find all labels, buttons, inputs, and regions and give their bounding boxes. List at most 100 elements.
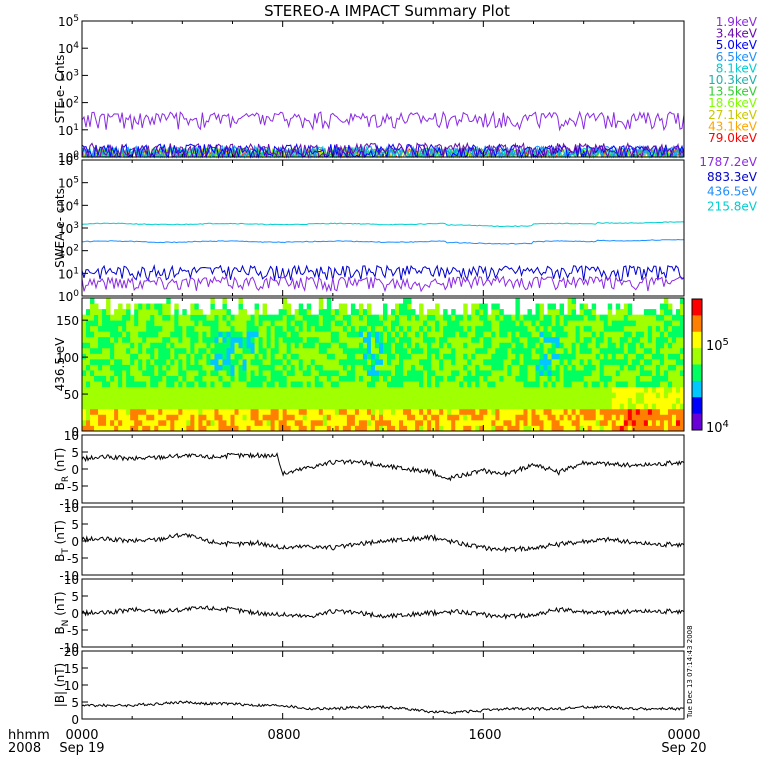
pad-cell — [178, 403, 183, 410]
pad-cell — [266, 425, 272, 432]
pad-cell — [607, 375, 613, 382]
pad-cell — [186, 353, 191, 360]
pad-cell — [535, 386, 540, 393]
pad-cell — [374, 331, 380, 338]
pad-cell — [631, 336, 637, 343]
pad-cell — [206, 364, 211, 371]
pad-cell — [495, 331, 500, 338]
pad-cell — [671, 414, 677, 421]
pad-cell — [679, 309, 685, 316]
pad-cell — [258, 347, 263, 354]
pad-cell — [310, 408, 316, 415]
pad-cell — [547, 331, 552, 338]
pad-cell — [194, 331, 199, 338]
pad-cell — [122, 342, 127, 349]
pad-cell — [354, 403, 360, 410]
pad-cell — [118, 370, 123, 376]
pad-cell — [671, 336, 677, 343]
pad-cell — [174, 358, 179, 365]
pad-cell — [202, 320, 207, 327]
pad-cell — [619, 325, 625, 332]
pad-cell — [639, 314, 645, 321]
pad-cell — [523, 320, 528, 327]
pad-cell — [370, 364, 376, 371]
pad-cell — [194, 303, 199, 310]
pad-cell — [374, 392, 380, 399]
pad-cell — [407, 425, 412, 432]
pad-cell — [342, 336, 348, 343]
pad-cell — [206, 325, 211, 332]
pad-cell — [523, 347, 528, 354]
pad-cell — [342, 303, 348, 310]
pad-cell — [302, 392, 308, 399]
pad-cell — [202, 325, 207, 332]
pad-cell — [515, 403, 520, 410]
pad-cell — [523, 397, 528, 404]
pad-cell — [671, 425, 677, 432]
pad-cell — [567, 386, 573, 393]
pad-cell — [94, 358, 99, 365]
pad-cell — [547, 370, 552, 376]
pad-cell — [599, 419, 605, 426]
pad-cell — [407, 419, 412, 426]
pad-cell — [515, 325, 520, 332]
pad-cell — [330, 419, 336, 426]
pad-cell — [499, 381, 504, 388]
pad-cell — [278, 314, 284, 321]
pad-cell — [198, 347, 203, 354]
pad-cell — [619, 342, 625, 349]
pad-cell — [334, 336, 340, 343]
pad-cell — [338, 414, 344, 421]
pad-cell — [515, 375, 520, 382]
pad-cell — [427, 353, 432, 360]
pad-cell — [455, 386, 460, 393]
pad-cell — [194, 347, 199, 354]
pad-cell — [222, 336, 227, 343]
pad-cell — [246, 347, 251, 354]
pad-cell — [383, 425, 388, 432]
pad-cell — [122, 425, 127, 432]
pad-cell — [366, 397, 372, 404]
pad-cell — [254, 309, 259, 316]
pad-cell — [431, 325, 436, 332]
pad-cell — [310, 381, 316, 388]
pad-cell — [515, 320, 520, 327]
pad-cell — [134, 364, 139, 371]
pad-cell — [643, 392, 649, 399]
pad-cell — [599, 381, 605, 388]
pad-cell — [523, 403, 528, 410]
pad-cell — [403, 309, 408, 316]
pad-cell — [206, 425, 211, 432]
pad-cell — [262, 342, 268, 349]
pad-cell — [322, 386, 328, 393]
pad-cell — [206, 381, 211, 388]
pad-cell — [122, 331, 127, 338]
pad-cell — [170, 325, 175, 332]
pad-cell — [286, 425, 292, 432]
pad-cell — [366, 403, 372, 410]
br-ytick-label: 5 — [71, 446, 79, 460]
pad-cell — [218, 375, 223, 382]
pad-cell — [463, 309, 468, 316]
pad-cell — [603, 342, 609, 349]
pad-cell — [567, 353, 573, 360]
pad-cell — [507, 342, 512, 349]
pad-cell — [655, 392, 661, 399]
pad-cell — [623, 336, 629, 343]
pad-cell — [595, 408, 601, 415]
pad-cell — [383, 386, 388, 393]
pad-cell — [270, 419, 276, 426]
pad-cell — [146, 331, 151, 338]
pad-cell — [543, 397, 548, 404]
pad-cell — [563, 397, 569, 404]
pad-cell — [651, 425, 657, 432]
pad-cell — [591, 386, 597, 393]
pad-cell — [535, 342, 540, 349]
pad-cell — [635, 397, 641, 404]
pad-cell — [631, 381, 637, 388]
pad-cell — [507, 325, 512, 332]
pad-cell — [495, 392, 500, 399]
pad-cell — [154, 375, 159, 382]
pad-cell — [427, 347, 432, 354]
pad-cell — [399, 375, 404, 382]
